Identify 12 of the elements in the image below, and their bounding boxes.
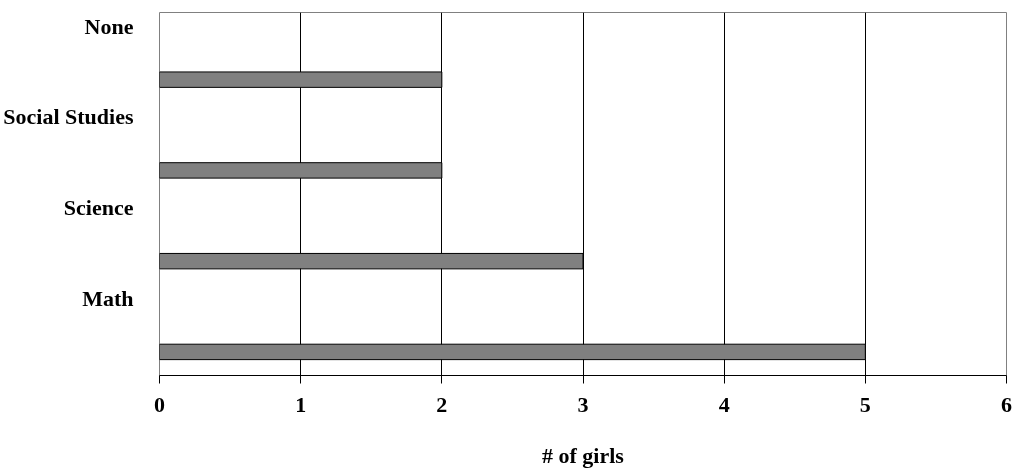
x-tick-label: 4 — [718, 391, 730, 417]
x-tick-label: 2 — [436, 391, 448, 417]
x-axis-title: # of girls — [542, 442, 625, 468]
x-tick-label: 1 — [295, 391, 307, 417]
x-tick-label: 6 — [1001, 391, 1012, 417]
y-tick-label: Science — [63, 195, 134, 221]
y-tick-label: Math — [82, 285, 134, 311]
y-tick-label: None — [84, 13, 134, 39]
x-tick-label: 0 — [154, 391, 165, 417]
x-tick-label: 5 — [859, 391, 871, 417]
x-tick-label: 3 — [577, 391, 589, 417]
y-tick-label: Social Studies — [3, 104, 134, 130]
